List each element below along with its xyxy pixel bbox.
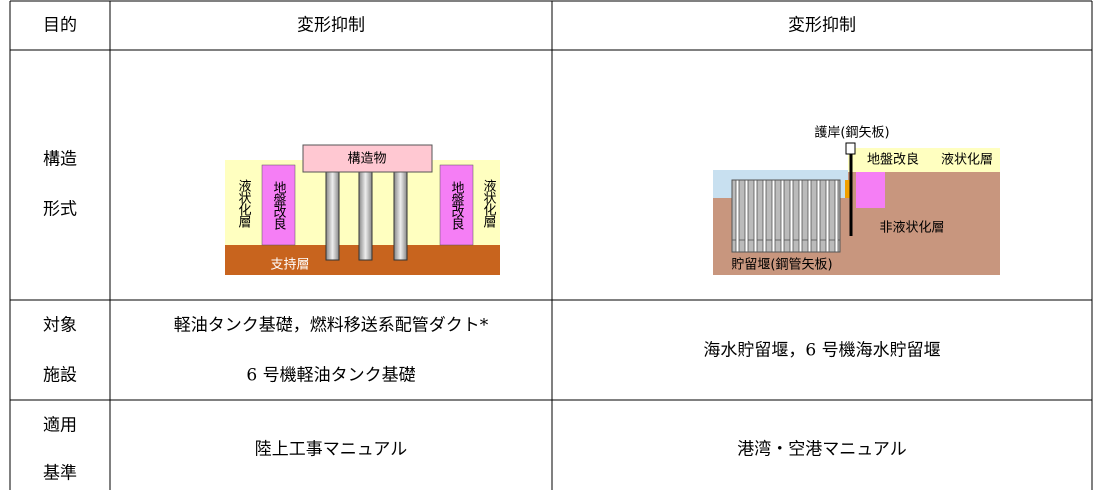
diagram-label: 支持層 xyxy=(270,258,309,273)
cell-text: 軽油タンク基礎，燃料移送系配管ダクト* xyxy=(174,316,489,336)
right-diagram: 護岸(鋼矢板) 地盤改良 液状化層 非液状化層 貯留堰(鋼管矢板) xyxy=(713,125,1000,275)
row-label: 基準 xyxy=(43,464,77,484)
diagram-label: 護岸(鋼矢板) xyxy=(814,125,889,141)
cell-text: 6 号機軽油タンク基礎 xyxy=(246,366,415,386)
row-label: 施設 xyxy=(43,366,77,386)
row-label: 形式 xyxy=(43,200,77,220)
diagram-label: 地盤改良 xyxy=(271,181,287,230)
diagram-label: 地盤改良 xyxy=(449,181,465,230)
row-label: 適用 xyxy=(43,416,77,436)
diagram-label: 地盤改良 xyxy=(867,152,919,168)
row-label: 対象 xyxy=(43,316,77,336)
cell-text: 港湾・空港マニュアル xyxy=(737,440,907,460)
diagram-label: 非液状化層 xyxy=(879,221,944,236)
diagram-label: 液状化層 xyxy=(941,153,993,168)
header-cell: 目的 xyxy=(43,16,77,36)
header-cell: 変形抑制 xyxy=(297,16,365,36)
row-label: 構造 xyxy=(43,150,77,170)
header-cell: 変形抑制 xyxy=(788,16,856,36)
diagram-label: 構造物 xyxy=(347,152,386,167)
left-diagram: 構造物 液状化層 地盤改良 地盤改良 液状化層 支持層 xyxy=(225,144,500,275)
cell-text: 海水貯留堰，6 号機海水貯留堰 xyxy=(703,341,940,361)
table-grid xyxy=(9,0,1093,490)
diagram-label: 液状化層 xyxy=(236,179,252,229)
diagram-label: 貯留堰(鋼管矢板) xyxy=(731,258,832,273)
cell-text: 陸上工事マニュアル xyxy=(255,440,408,460)
diagram-label: 液状化層 xyxy=(481,179,497,229)
